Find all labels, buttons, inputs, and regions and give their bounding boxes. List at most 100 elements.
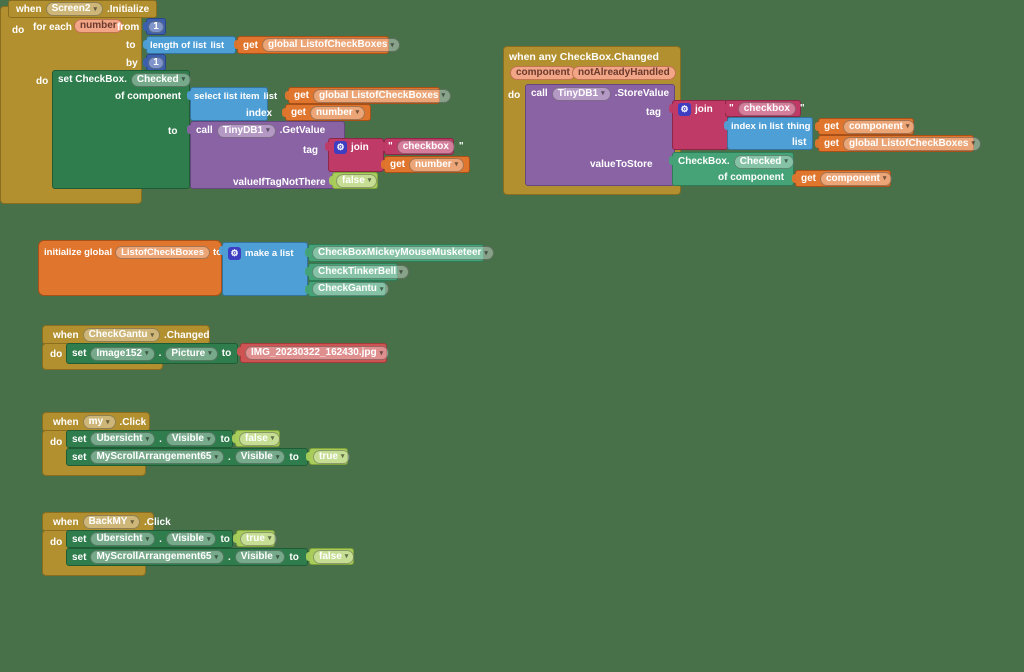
select-list-item-block[interactable]: select list item list [187, 87, 277, 121]
scrollarrangement-dropdown[interactable]: MyScrollArrangement65 ▾ [90, 550, 225, 564]
make-a-list-block[interactable]: ⚙ make a list [219, 242, 308, 296]
text-value-field[interactable]: checkbox [396, 139, 455, 154]
screen2-dropdown[interactable]: Screen2 ▾ [45, 2, 103, 16]
by-label: by [126, 58, 138, 69]
notalreadyhandled-param-pill[interactable]: notAlreadyHandled [572, 66, 676, 80]
component-dropdown[interactable]: CheckGantu ▾ [312, 282, 390, 296]
checkgantu-dropdown[interactable]: CheckGantu ▾ [82, 328, 160, 342]
tinydb-dropdown[interactable]: TinyDB1 ▾ [216, 123, 276, 138]
get-component-block[interactable]: get component ▾ [792, 170, 893, 187]
ubersicht-dropdown[interactable]: Ubersicht ▾ [90, 532, 156, 546]
logic-false-block[interactable]: false ▾ [306, 548, 355, 565]
do-label: do [50, 537, 63, 548]
logic-dropdown[interactable]: true ▾ [313, 449, 351, 464]
set-image152-picture-block[interactable]: set Image152 ▾ . Picture ▾ to [66, 343, 238, 364]
checkbox-checked-getter-block[interactable]: CheckBox. Checked ▾ [669, 152, 794, 186]
logic-false-block[interactable]: false ▾ [232, 430, 281, 447]
component-dropdown[interactable]: CheckBoxMickeyMouseMusketeer ▾ [312, 246, 494, 260]
set-scrollarrangement-visible-block[interactable]: set MyScrollArrangement65 ▾ . Visible ▾ to [66, 548, 308, 566]
variable-dropdown[interactable]: global ListofCheckBoxes ▾ [262, 38, 400, 52]
chevron-down-icon: ▾ [93, 5, 97, 13]
image152-dropdown[interactable]: Image152 ▾ [90, 346, 155, 361]
image-asset-block[interactable]: IMG_20230322_162430.jpg ▾ [237, 343, 390, 363]
get-component-block[interactable]: get component ▾ [815, 118, 916, 135]
text-string-checkbox-block[interactable]: " checkbox " [722, 100, 805, 117]
logic-dropdown[interactable]: false ▾ [313, 549, 355, 564]
number-value-field[interactable]: 1 [148, 20, 164, 33]
mutator-gear-icon[interactable]: ⚙ [228, 247, 241, 260]
set-ubersicht-visible-block[interactable]: set Ubersicht ▾ . Visible ▾ to [66, 430, 233, 448]
get-global-listofcheckboxes-block[interactable]: get global ListofCheckBoxes ▾ [285, 87, 451, 104]
logic-dropdown[interactable]: false ▾ [239, 431, 281, 446]
when-label: when [16, 3, 42, 15]
component-block-checkgantu[interactable]: CheckGantu ▾ [305, 281, 390, 297]
number-block[interactable]: 1 [143, 54, 166, 71]
visible-property-dropdown[interactable]: Visible ▾ [165, 432, 217, 446]
mutator-gear-icon[interactable]: ⚙ [678, 103, 691, 116]
logic-true-block[interactable]: true ▾ [306, 448, 351, 465]
checked-property-dropdown[interactable]: Checked ▾ [130, 72, 192, 87]
chevron-down-icon: ▾ [484, 249, 488, 257]
global-variable-name-field[interactable]: ListofCheckBoxes [115, 245, 210, 260]
get-global-listofcheckboxes-block[interactable]: get global ListofCheckBoxes ▾ [815, 135, 981, 152]
checked-property-dropdown[interactable]: Checked ▾ [733, 154, 794, 169]
length-of-list-block[interactable]: length of list list [143, 36, 236, 54]
text-string-checkbox-block[interactable]: " checkbox " [381, 138, 464, 155]
call-tinydb-storevalue-block[interactable]: call TinyDB1 ▾ .StoreValue [525, 84, 675, 186]
chevron-down-icon: ▾ [882, 175, 887, 182]
number-block[interactable]: 1 [143, 18, 166, 35]
when-checkgantu-changed-block[interactable]: when CheckGantu ▾ .Changed [53, 328, 210, 342]
join-block[interactable]: ⚙ join [325, 138, 384, 172]
set-scrollarrangement-visible-block[interactable]: set MyScrollArrangement65 ▾ . Visible ▾ to [66, 448, 308, 466]
backmy-dropdown[interactable]: BackMY ▾ [82, 515, 140, 529]
chevron-down-icon: ▾ [601, 90, 605, 97]
join-block[interactable]: ⚙ join [669, 100, 728, 150]
do-label: do [36, 76, 49, 87]
get-global-listofcheckboxes-block[interactable]: get global ListofCheckBoxes ▾ [234, 36, 400, 54]
loop-param-pill[interactable]: number [74, 19, 123, 33]
variable-dropdown[interactable]: number ▾ [409, 157, 465, 172]
variable-dropdown[interactable]: global ListofCheckBoxes ▾ [843, 136, 981, 151]
initialize-global-block[interactable]: initialize global ListofCheckBoxes to [38, 240, 222, 296]
set-ubersicht-visible-block[interactable]: set Ubersicht ▾ . Visible ▾ to [66, 530, 233, 548]
when-backmy-click-block[interactable]: when BackMY ▾ .Click [53, 515, 171, 529]
logic-false-block[interactable]: false ▾ [329, 172, 378, 189]
mutator-gear-icon[interactable]: ⚙ [334, 141, 347, 154]
visible-property-dropdown[interactable]: Visible ▾ [165, 532, 217, 546]
index-socket-label: index [246, 108, 273, 119]
chevron-down-icon: ▾ [971, 140, 975, 147]
chevron-down-icon: ▾ [145, 535, 150, 543]
ubersicht-dropdown[interactable]: Ubersicht ▾ [90, 432, 156, 446]
tinydb-dropdown[interactable]: TinyDB1 ▾ [551, 86, 611, 101]
scrollarrangement-dropdown[interactable]: MyScrollArrangement65 ▾ [90, 450, 225, 464]
component-dropdown[interactable]: CheckTinkerBell ▾ [312, 265, 409, 279]
chevron-down-icon: ▾ [399, 268, 403, 276]
visible-property-dropdown[interactable]: Visible ▾ [234, 550, 286, 564]
logic-dropdown[interactable]: false ▾ [336, 173, 378, 188]
image-asset-dropdown[interactable]: IMG_20230322_162430.jpg ▾ [245, 346, 390, 360]
chevron-down-icon: ▾ [150, 331, 154, 339]
logic-dropdown[interactable]: true ▾ [240, 531, 278, 546]
variable-dropdown[interactable]: number ▾ [310, 105, 366, 120]
when-screen2-initialize-block[interactable]: when Screen2 ▾ .Initialize [8, 0, 158, 18]
component-block-checktinkerbell[interactable]: CheckTinkerBell ▾ [305, 263, 409, 281]
get-number-block[interactable]: get number ▾ [381, 156, 470, 173]
variable-dropdown[interactable]: component ▾ [843, 119, 916, 134]
my-dropdown[interactable]: my ▾ [82, 415, 116, 429]
text-value-field[interactable]: checkbox [737, 101, 796, 116]
index-in-list-block[interactable]: index in list thing [724, 117, 813, 150]
component-param-pill[interactable]: component [510, 66, 576, 80]
to-label: to [168, 126, 178, 137]
logic-true-block[interactable]: true ▾ [233, 530, 278, 547]
get-number-block[interactable]: get number ▾ [282, 104, 371, 121]
visible-property-dropdown[interactable]: Visible ▾ [234, 450, 286, 464]
number-value-field[interactable]: 1 [148, 56, 164, 69]
set-checkbox-checked-block[interactable]: set CheckBox. Checked ▾ [52, 70, 192, 189]
component-block-checkboxmickeymousemusketeer[interactable]: CheckBoxMickeyMouseMusketeer ▾ [305, 244, 494, 262]
when-any-checkbox-changed-label: when any CheckBox.Changed [509, 51, 659, 63]
variable-dropdown[interactable]: global ListofCheckBoxes ▾ [313, 88, 451, 103]
when-my-click-block[interactable]: when my ▾ .Click [53, 415, 147, 429]
variable-dropdown[interactable]: component ▾ [820, 171, 893, 186]
picture-property-dropdown[interactable]: Picture ▾ [165, 346, 218, 361]
